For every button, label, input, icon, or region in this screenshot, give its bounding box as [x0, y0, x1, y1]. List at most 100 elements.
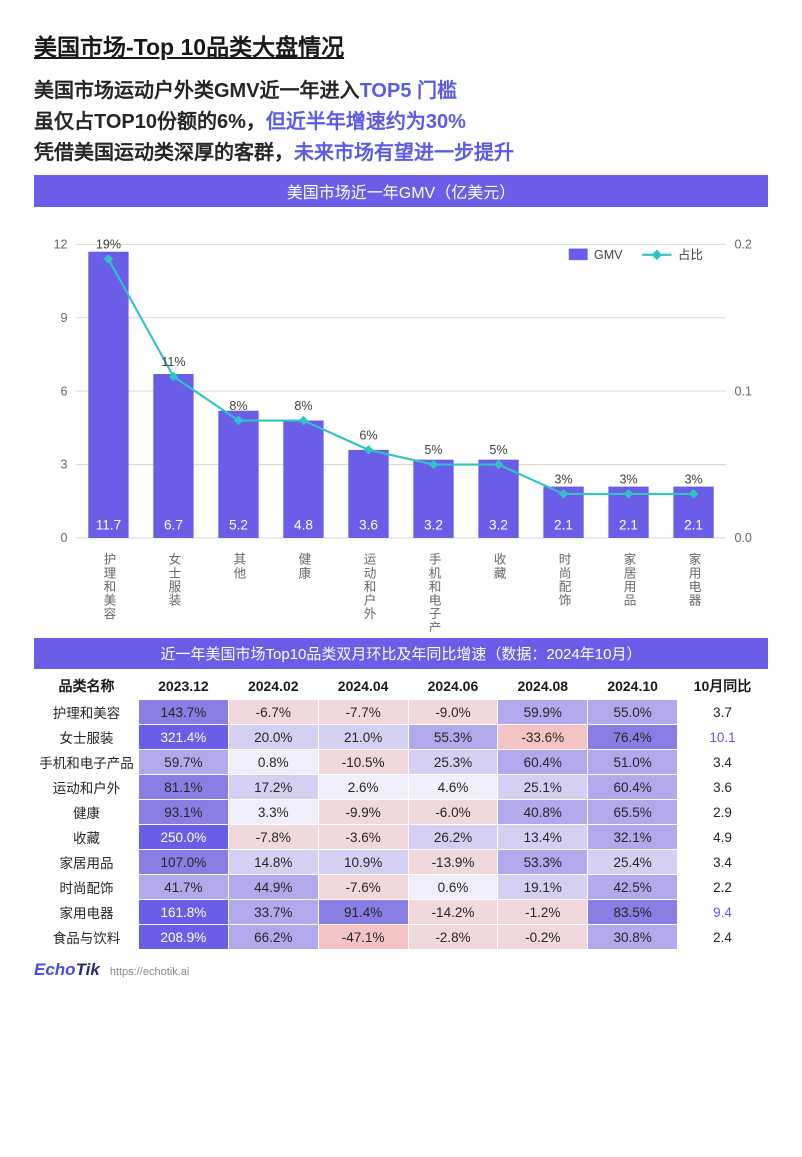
svg-text:占比: 占比	[678, 248, 703, 262]
svg-text:0: 0	[61, 531, 68, 545]
table-header: 10月同比	[678, 673, 768, 700]
yoy-cell: 2.9	[678, 800, 768, 825]
heat-cell: 21.0%	[318, 725, 408, 750]
heat-cell: 10.9%	[318, 850, 408, 875]
heat-cell: -6.0%	[408, 800, 498, 825]
row-name: 食品与饮料	[35, 925, 139, 950]
table-header: 2024.04	[318, 673, 408, 700]
table-row: 收藏250.0%-7.8%-3.6%26.2%13.4%32.1%4.9	[35, 825, 768, 850]
heat-cell: 321.4%	[139, 725, 229, 750]
yoy-cell: 3.6	[678, 775, 768, 800]
table-row: 时尚配饰41.7%44.9%-7.6%0.6%19.1%42.5%2.2	[35, 875, 768, 900]
heat-cell: 25.1%	[498, 775, 588, 800]
heat-cell: 143.7%	[139, 700, 229, 725]
heat-cell: 32.1%	[588, 825, 678, 850]
summary-highlight: 未来市场有望进一步提升	[294, 142, 514, 164]
row-name: 家用电器	[35, 900, 139, 925]
svg-text:3%: 3%	[684, 472, 702, 486]
heat-cell: -10.5%	[318, 750, 408, 775]
table-header: 2023.12	[139, 673, 229, 700]
svg-text:3%: 3%	[554, 472, 572, 486]
svg-text:健康: 健康	[296, 553, 310, 580]
heat-cell: 83.5%	[588, 900, 678, 925]
table-row: 家居用品107.0%14.8%10.9%-13.9%53.3%25.4%3.4	[35, 850, 768, 875]
heat-cell: 161.8%	[139, 900, 229, 925]
svg-text:2.1: 2.1	[619, 518, 638, 533]
brand-url: https://echotik.ai	[110, 966, 190, 978]
table-row: 食品与饮料208.9%66.2%-47.1%-2.8%-0.2%30.8%2.4	[35, 925, 768, 950]
table-header: 2024.06	[408, 673, 498, 700]
heat-cell: -3.6%	[318, 825, 408, 850]
summary-block: 美国市场运动户外类GMV近一年进入TOP5 门槛 虽仅占TOP10份额的6%，但…	[34, 76, 768, 169]
page-title: 美国市场-Top 10品类大盘情况	[34, 28, 768, 62]
heat-cell: 91.4%	[318, 900, 408, 925]
heat-cell: -2.8%	[408, 925, 498, 950]
row-name: 时尚配饰	[35, 875, 139, 900]
heat-cell: 76.4%	[588, 725, 678, 750]
svg-text:2.1: 2.1	[684, 518, 703, 533]
heat-cell: 53.3%	[498, 850, 588, 875]
brand-part-2: Tik	[76, 960, 100, 979]
svg-text:9: 9	[61, 311, 68, 325]
row-name: 家居用品	[35, 850, 139, 875]
heat-cell: 26.2%	[408, 825, 498, 850]
heat-cell: 19.1%	[498, 875, 588, 900]
svg-text:6.7: 6.7	[164, 518, 183, 533]
heat-cell: 208.9%	[139, 925, 229, 950]
svg-text:5%: 5%	[424, 443, 442, 457]
summary-highlight: 但近半年增速约为30%	[266, 111, 466, 133]
svg-text:11%: 11%	[161, 355, 185, 369]
table-row: 运动和户外81.1%17.2%2.6%4.6%25.1%60.4%3.6	[35, 775, 768, 800]
svg-text:运动和户外: 运动和户外	[361, 553, 375, 621]
svg-text:0.0: 0.0	[734, 531, 752, 545]
heat-cell: -7.8%	[228, 825, 318, 850]
heat-cell: 14.8%	[228, 850, 318, 875]
yoy-cell: 3.7	[678, 700, 768, 725]
row-name: 健康	[35, 800, 139, 825]
heat-cell: 0.6%	[408, 875, 498, 900]
svg-text:2.1: 2.1	[554, 518, 573, 533]
heat-cell: 42.5%	[588, 875, 678, 900]
heat-cell: -0.2%	[498, 925, 588, 950]
table-header: 2024.10	[588, 673, 678, 700]
heat-cell: -9.9%	[318, 800, 408, 825]
heat-cell: 25.4%	[588, 850, 678, 875]
row-name: 手机和电子产品	[35, 750, 139, 775]
svg-text:家居用品: 家居用品	[622, 552, 636, 607]
svg-text:8%: 8%	[229, 399, 247, 413]
table-header: 品类名称	[35, 673, 139, 700]
yoy-cell: 2.2	[678, 875, 768, 900]
heat-cell: 107.0%	[139, 850, 229, 875]
growth-table: 品类名称2023.122024.022024.042024.062024.082…	[34, 673, 768, 950]
yoy-cell: 2.4	[678, 925, 768, 950]
svg-text:GMV: GMV	[594, 248, 623, 262]
table-header: 2024.02	[228, 673, 318, 700]
brand-logo: EchoTik	[34, 960, 100, 980]
heat-cell: 25.3%	[408, 750, 498, 775]
footer: EchoTik https://echotik.ai	[34, 960, 768, 980]
heat-cell: 66.2%	[228, 925, 318, 950]
heat-cell: -1.2%	[498, 900, 588, 925]
heat-cell: 59.9%	[498, 700, 588, 725]
table-row: 手机和电子产品59.7%0.8%-10.5%25.3%60.4%51.0%3.4	[35, 750, 768, 775]
svg-text:其他: 其他	[231, 553, 245, 580]
chart-banner: 美国市场近一年GMV（亿美元）	[34, 175, 768, 207]
yoy-cell: 4.9	[678, 825, 768, 850]
summary-text: 美国市场运动户外类GMV近一年进入	[34, 80, 360, 102]
svg-text:3%: 3%	[619, 472, 637, 486]
row-name: 收藏	[35, 825, 139, 850]
table-row: 家用电器161.8%33.7%91.4%-14.2%-1.2%83.5%9.4	[35, 900, 768, 925]
yoy-cell: 3.4	[678, 750, 768, 775]
heat-cell: 44.9%	[228, 875, 318, 900]
summary-line-2: 虽仅占TOP10份额的6%，但近半年增速约为30%	[34, 107, 768, 138]
svg-text:3.6: 3.6	[359, 518, 378, 533]
heat-cell: 55.0%	[588, 700, 678, 725]
summary-line-1: 美国市场运动户外类GMV近一年进入TOP5 门槛	[34, 76, 768, 107]
svg-text:3.2: 3.2	[489, 518, 508, 533]
svg-text:收藏: 收藏	[492, 553, 506, 580]
svg-text:5%: 5%	[489, 443, 507, 457]
heat-cell: -33.6%	[498, 725, 588, 750]
table-row: 女士服装321.4%20.0%21.0%55.3%-33.6%76.4%10.1	[35, 725, 768, 750]
svg-text:0.2: 0.2	[734, 238, 752, 252]
gmv-chart: 0369120.00.10.211.76.75.24.83.63.23.22.1…	[34, 215, 768, 632]
